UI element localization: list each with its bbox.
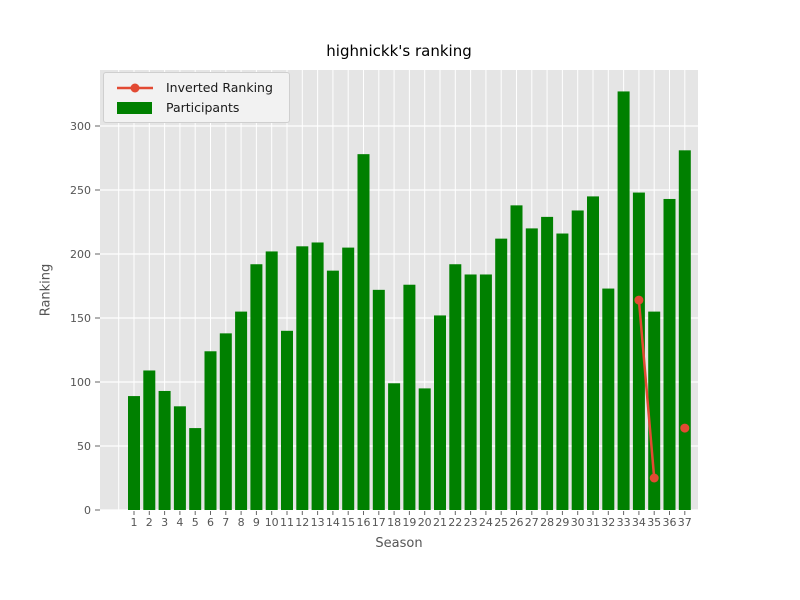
bar-season-8: [235, 311, 248, 510]
x-axis-label: Season: [375, 536, 423, 551]
x-tick-label: 27: [525, 516, 539, 529]
bar-season-18: [388, 383, 401, 510]
x-tick-label: 12: [295, 516, 309, 529]
x-tick-label: 36: [663, 516, 677, 529]
x-tick-label: 34: [632, 516, 646, 529]
bar-season-37: [678, 150, 691, 510]
x-tick-label: 18: [387, 516, 401, 529]
bar-season-3: [158, 390, 171, 510]
legend-patch-swatch: [117, 101, 152, 114]
x-tick-label: 28: [540, 516, 554, 529]
bar-season-26: [510, 205, 523, 511]
legend-item-participants: Participants: [114, 100, 273, 115]
bar-season-22: [449, 264, 462, 510]
x-tick-label: 33: [617, 516, 631, 529]
x-tick-label: 30: [571, 516, 585, 529]
legend: Inverted Ranking Participants: [103, 72, 290, 123]
legend-patch: [117, 101, 152, 114]
bar-season-33: [617, 91, 630, 510]
inverted-ranking-marker-season-37: [680, 423, 690, 433]
x-tick-label: 8: [238, 516, 245, 529]
bar-season-1: [128, 396, 140, 510]
x-tick-label: 23: [464, 516, 478, 529]
bar-season-21: [434, 315, 446, 510]
x-tick-label: 5: [192, 516, 199, 529]
x-tick-label: 13: [311, 516, 325, 529]
bar-season-25: [495, 238, 508, 510]
x-tick-label: 31: [586, 516, 600, 529]
bar-season-9: [250, 264, 263, 510]
y-tick-label: 250: [70, 184, 91, 197]
bar-season-15: [342, 247, 355, 510]
x-tick-label: 6: [207, 516, 214, 529]
bar-season-31: [587, 196, 599, 510]
bar-season-5: [189, 428, 202, 510]
x-tick-label: 4: [176, 516, 183, 529]
legend-label-inverted-ranking: Inverted Ranking: [166, 80, 273, 95]
y-tick-label: 200: [70, 248, 91, 261]
bar-season-4: [173, 406, 186, 510]
bar-season-13: [311, 242, 324, 511]
bar-season-6: [204, 351, 217, 510]
bar-season-36: [663, 198, 676, 510]
bar-season-10: [265, 251, 278, 510]
x-tick-label: 32: [601, 516, 615, 529]
bar-season-28: [541, 216, 554, 510]
x-tick-label: 2: [146, 516, 153, 529]
x-tick-label: 11: [280, 516, 294, 529]
bar-season-14: [326, 270, 339, 510]
x-tick-label: 37: [678, 516, 692, 529]
x-tick-label: 10: [265, 516, 279, 529]
inverted-ranking-line-segment: [637, 299, 656, 479]
bar-season-35: [648, 311, 661, 510]
bar-season-24: [479, 274, 492, 510]
legend-marker-dot-icon: [130, 83, 140, 92]
x-tick-label: 21: [433, 516, 447, 529]
x-tick-label: 15: [341, 516, 355, 529]
y-tick-label: 150: [70, 312, 91, 325]
chart-title: highnickk's ranking: [326, 42, 472, 60]
x-tick-label: 19: [402, 516, 416, 529]
x-tick-label: 20: [418, 516, 432, 529]
x-tick-label: 17: [372, 516, 386, 529]
bar-season-11: [281, 330, 293, 510]
x-tick-label: 16: [357, 516, 371, 529]
x-tick-label: 26: [510, 516, 524, 529]
y-tick-label: 0: [84, 504, 91, 517]
bar-season-20: [418, 388, 431, 510]
y-tick-label: 50: [77, 440, 91, 453]
bar-season-29: [556, 233, 569, 510]
bar-season-23: [464, 274, 477, 510]
inverted-ranking-marker-season-34: [634, 295, 644, 305]
bar-season-27: [525, 228, 538, 510]
x-tick-label: 29: [555, 516, 569, 529]
bar-season-16: [357, 154, 370, 510]
x-tick-label: 22: [448, 516, 462, 529]
bar-season-12: [296, 246, 309, 510]
bar-season-2: [143, 370, 156, 510]
y-tick-label: 300: [70, 120, 91, 133]
x-tick-label: 9: [253, 516, 260, 529]
legend-item-inverted-ranking: Inverted Ranking: [114, 80, 273, 95]
x-tick-label: 35: [647, 516, 661, 529]
bar-season-30: [571, 210, 584, 511]
x-tick-label: 1: [131, 516, 138, 529]
bar-season-34: [632, 192, 645, 510]
bar-season-7: [219, 333, 232, 510]
x-tick-label: 25: [494, 516, 508, 529]
legend-line-swatch: [117, 83, 153, 92]
bar-season-32: [602, 288, 615, 510]
y-tick-label: 100: [70, 376, 91, 389]
inverted-ranking-marker-season-35: [649, 473, 659, 483]
x-tick-label: 24: [479, 516, 493, 529]
x-tick-label: 14: [326, 516, 340, 529]
legend-label-participants: Participants: [166, 100, 240, 115]
bar-season-17: [372, 289, 385, 510]
bar-season-19: [403, 284, 416, 510]
x-tick-label: 3: [161, 516, 168, 529]
x-tick-label: 7: [222, 516, 229, 529]
